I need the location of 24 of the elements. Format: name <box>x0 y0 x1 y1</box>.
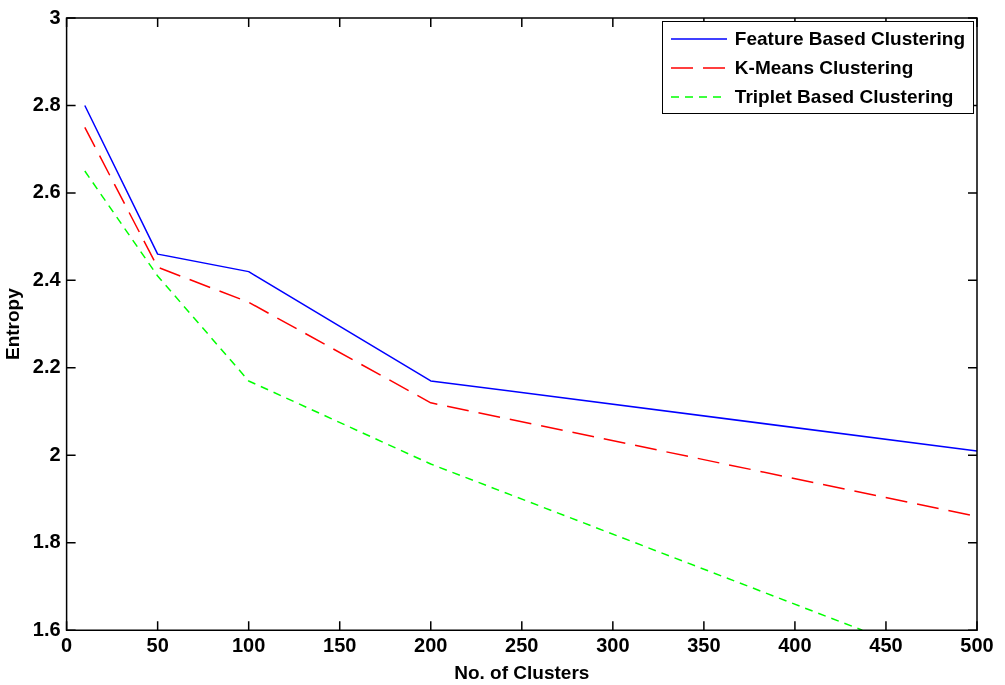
legend-label: Feature Based Clustering <box>734 27 965 50</box>
y-tick-label: 3 <box>49 5 61 28</box>
x-tick-label: 500 <box>960 633 994 656</box>
legend-label: K-Means Clustering <box>734 56 914 79</box>
x-tick-label: 150 <box>323 633 357 656</box>
x-tick-label: 50 <box>146 633 169 656</box>
y-tick-label: 2.4 <box>32 267 62 290</box>
x-tick-label: 0 <box>61 633 73 656</box>
y-tick-label: 2.6 <box>32 180 61 203</box>
x-tick-label: 400 <box>778 633 812 656</box>
x-axis-title: No. of Clusters <box>454 661 590 683</box>
x-tick-label: 100 <box>231 633 266 656</box>
x-tick-label: 450 <box>869 633 903 656</box>
x-tick-label: 300 <box>596 633 630 656</box>
y-axis-title: Entropy <box>1 287 23 360</box>
x-tick-label: 200 <box>414 633 448 656</box>
legend-label: Triplet Based Clustering <box>734 85 954 108</box>
y-tick-label: 2.8 <box>32 92 61 115</box>
y-tick-label: 2 <box>49 442 61 465</box>
y-tick-label: 2.2 <box>32 355 61 378</box>
x-tick-label: 250 <box>505 633 539 656</box>
y-tick-label: 1.8 <box>32 530 61 553</box>
y-tick-label: 1.6 <box>32 617 61 640</box>
x-tick-label: 350 <box>687 633 721 656</box>
